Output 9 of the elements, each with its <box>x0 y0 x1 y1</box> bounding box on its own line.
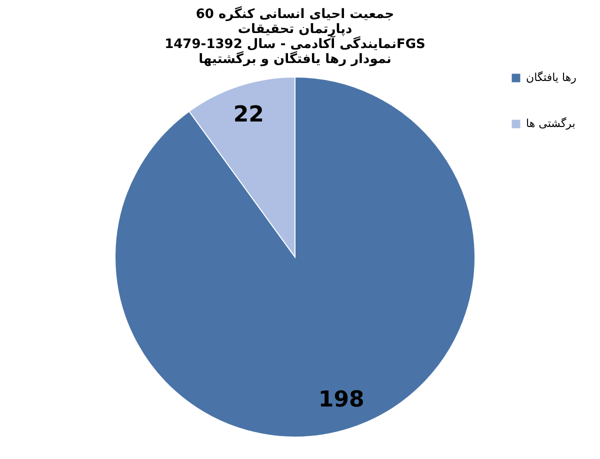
text: نمایندگی آکادمی - سال 1392-1479FGS <box>164 37 426 52</box>
legend-label: رها یافتگان <box>526 71 576 84</box>
data-label: 198 <box>318 388 364 413</box>
data-label: 22 <box>233 102 264 128</box>
text: جمعیت احیای انسانی کنگره 60 <box>196 7 394 22</box>
text: دپارتمان تحقیقات <box>238 22 352 37</box>
legend-label: برگشتی ها <box>526 117 576 130</box>
pie-slice <box>114 76 476 438</box>
text: نمودار رها یافتگان و برگشتیها <box>198 52 392 67</box>
